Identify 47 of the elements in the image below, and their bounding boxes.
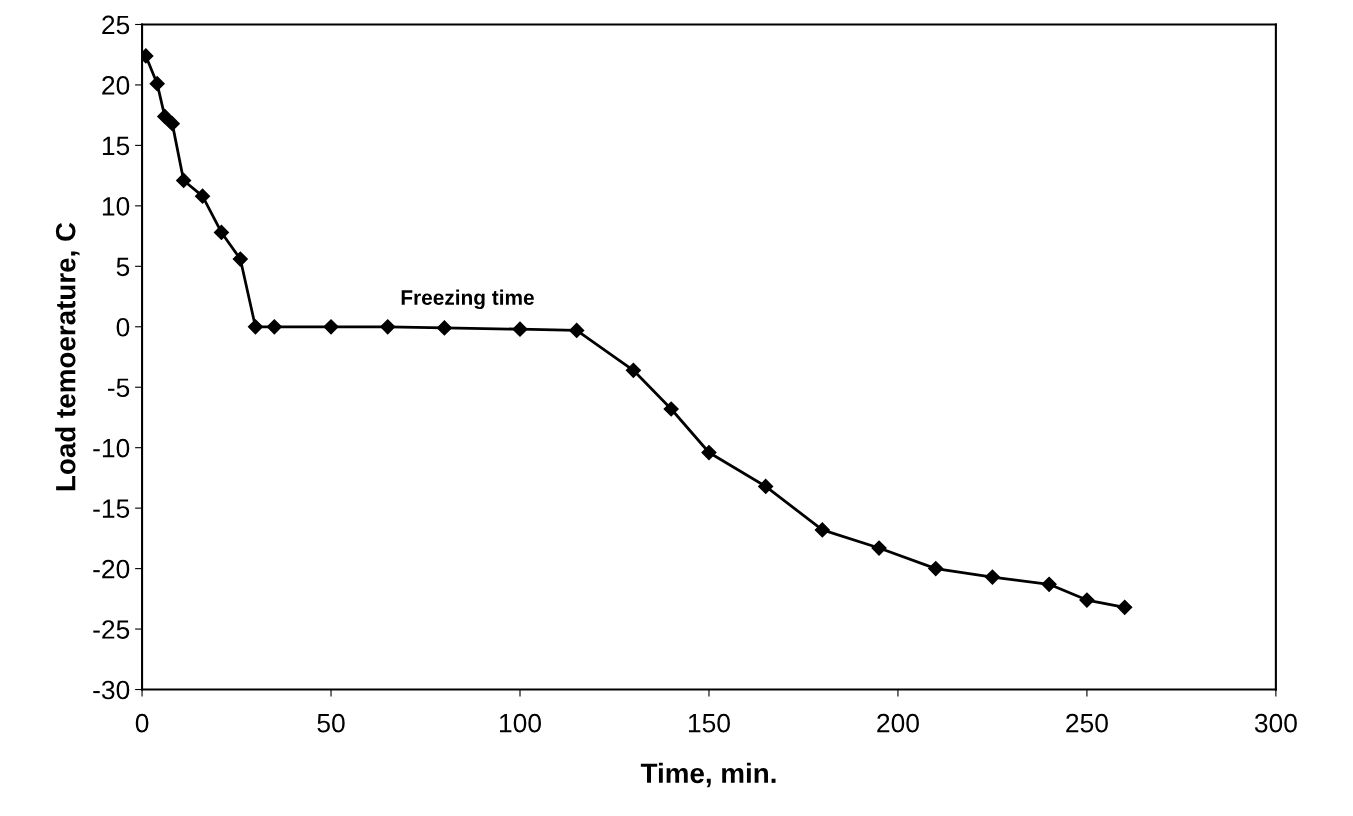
annotation: Freezing time (401, 289, 534, 310)
point (176, 172, 192, 189)
y-tick-label: -10 (93, 438, 130, 458)
y-tick-label: -30 (93, 680, 130, 700)
point (1117, 599, 1133, 615)
y-tick-label: 0 (116, 317, 130, 337)
y-tick-label: -20 (93, 559, 130, 579)
y-tick-label: 5 (116, 257, 130, 277)
point (323, 319, 339, 335)
point (512, 321, 528, 337)
point (758, 478, 774, 494)
x-tick-label: 200 (877, 713, 919, 733)
x-tick-label: 300 (1254, 713, 1297, 733)
point (266, 319, 282, 335)
y-tick-label: 10 (102, 196, 130, 216)
point (164, 116, 180, 132)
point (928, 561, 944, 577)
point (436, 320, 452, 336)
point (157, 108, 173, 124)
point (814, 522, 830, 538)
x-axis-title: Time, min. (640, 762, 776, 788)
point (701, 444, 717, 461)
y-axis-title: Load temoerature, C (55, 222, 80, 491)
point (232, 251, 248, 267)
x-tick-label: 50 (317, 713, 345, 733)
point (625, 362, 641, 378)
point (663, 401, 679, 417)
point (149, 76, 165, 92)
y-tick-label: 20 (102, 76, 130, 95)
x-tick-label: 250 (1066, 713, 1108, 733)
point (213, 224, 230, 241)
point (984, 569, 1000, 585)
point (247, 319, 264, 335)
x-tick-label: 150 (688, 713, 730, 733)
y-tick-label: -15 (93, 499, 130, 518)
x-tick-label: 100 (500, 713, 541, 733)
x-tick-label: 0 (135, 713, 149, 733)
point (380, 319, 396, 335)
point (569, 322, 585, 338)
point (194, 188, 211, 204)
y-tick-label: -5 (107, 378, 130, 398)
y-tick-label: -25 (93, 620, 130, 639)
point (1079, 592, 1095, 608)
point (871, 540, 887, 556)
y-tick-label: 25 (102, 15, 130, 35)
y-tick-label: 15 (102, 136, 130, 156)
point (1041, 576, 1057, 592)
